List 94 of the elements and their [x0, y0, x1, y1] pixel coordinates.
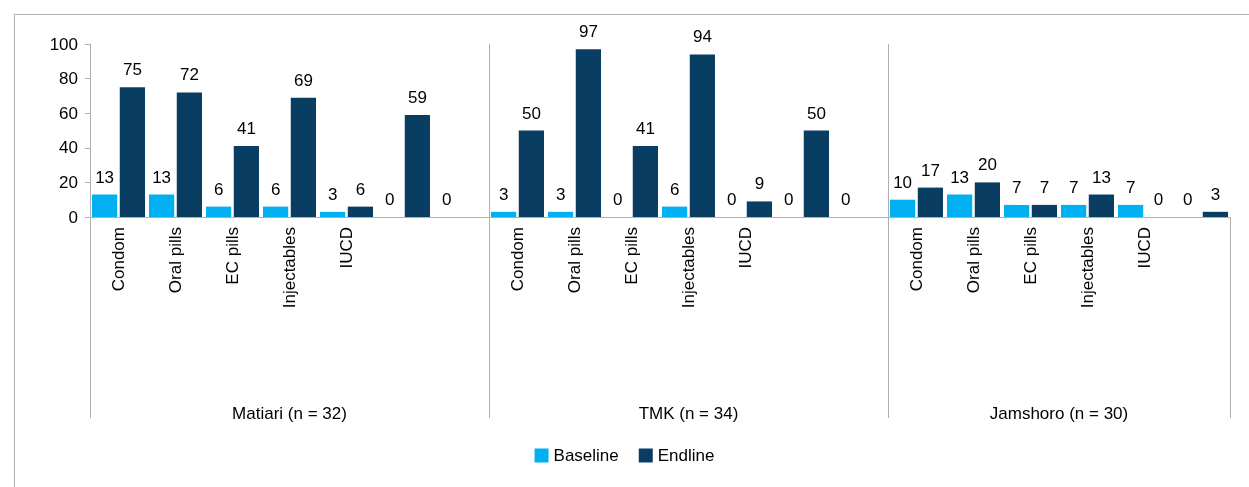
legend-label: Baseline [553, 446, 619, 465]
data-label: 41 [236, 119, 256, 139]
x-tick-label: Oral pills [166, 227, 185, 294]
data-label: 69 [293, 70, 313, 90]
data-label: 0 [783, 190, 794, 209]
data-label: 75 [122, 60, 142, 80]
x-tick-label: IUCD [337, 227, 356, 269]
data-label: 6 [270, 179, 281, 199]
data-label: 7 [1125, 177, 1136, 197]
bar [290, 97, 317, 217]
data-label: 50 [806, 103, 826, 123]
data-label: 0 [726, 190, 737, 209]
x-tick-label: EC pills [622, 227, 641, 285]
data-label: 97 [578, 22, 598, 42]
x-tick-label: EC pills [223, 227, 242, 285]
bar [1060, 204, 1087, 217]
data-label: 13 [152, 167, 172, 187]
bar [1117, 204, 1144, 217]
data-label: 3 [1210, 184, 1221, 204]
x-axis-title: TMK (n = 34) [638, 404, 739, 423]
y-tick-label: 80 [59, 69, 78, 89]
data-label: 0 [1182, 190, 1193, 209]
bar [347, 206, 374, 217]
x-tick-label: IUCD [1135, 227, 1154, 269]
data-label: 41 [635, 119, 655, 139]
data-label: 17 [920, 160, 940, 180]
data-label: 6 [669, 179, 680, 199]
x-axis-title: Matiari (n = 32) [232, 404, 347, 423]
bar [548, 211, 574, 217]
x-tick-label: Condom [109, 227, 128, 292]
x-tick-label: Condom [907, 227, 926, 292]
x-tick-label: Oral pills [964, 227, 983, 294]
data-label: 0 [441, 190, 452, 209]
bar [518, 130, 545, 217]
bar [974, 182, 1001, 217]
bar [404, 114, 431, 217]
bar [206, 206, 232, 217]
legend-label: Endline [657, 446, 715, 465]
y-tick-label: 20 [59, 172, 78, 192]
bar [491, 211, 517, 217]
bar [233, 146, 260, 217]
bar [320, 211, 346, 217]
bar [746, 201, 773, 217]
bar [662, 206, 688, 217]
bar [149, 194, 175, 217]
bar [947, 194, 973, 217]
data-label: 13 [950, 167, 970, 187]
bar [176, 92, 203, 217]
data-label: 6 [213, 179, 224, 199]
x-tick-label: Injectables [1078, 227, 1097, 309]
data-label: 59 [407, 87, 427, 107]
data-label: 7 [1039, 177, 1050, 197]
data-label: 0 [612, 190, 623, 209]
data-label: 13 [95, 167, 115, 187]
data-label: 20 [977, 155, 997, 175]
data-label: 3 [327, 184, 338, 204]
data-label: 3 [498, 184, 509, 204]
bar [119, 87, 146, 217]
data-label: 0 [840, 190, 851, 209]
data-label: 7 [1068, 177, 1079, 197]
data-label: 50 [521, 103, 541, 123]
bar [92, 194, 118, 217]
data-label: 72 [179, 65, 199, 85]
x-tick-label: Injectables [679, 227, 698, 309]
bar [1031, 204, 1058, 217]
data-label: 13 [1091, 167, 1111, 187]
bar [1004, 204, 1030, 217]
data-label: 7 [1011, 177, 1022, 197]
x-tick-label: IUCD [736, 227, 755, 269]
bar [890, 199, 916, 217]
data-label: 94 [692, 27, 712, 47]
data-label: 6 [355, 179, 366, 199]
data-label: 10 [893, 172, 913, 192]
x-tick-label: EC pills [1021, 227, 1040, 285]
bar [263, 206, 289, 217]
bar [1088, 194, 1115, 217]
bar [803, 130, 830, 217]
y-tick-label: 0 [68, 207, 78, 227]
bar [575, 49, 602, 217]
bar [917, 187, 944, 217]
data-label: 3 [555, 184, 566, 204]
y-tick-label: 40 [59, 138, 78, 158]
data-label: 9 [754, 174, 765, 194]
y-tick-label: 100 [49, 34, 78, 54]
x-axis-title: Jamshoro (n = 30) [989, 404, 1129, 423]
data-label: 0 [384, 190, 395, 209]
x-tick-label: Injectables [280, 227, 299, 309]
bar [1202, 211, 1229, 217]
bar [689, 54, 716, 217]
x-tick-label: Oral pills [565, 227, 584, 294]
y-tick-label: 60 [59, 103, 78, 123]
data-label: 0 [1153, 190, 1164, 209]
bar [632, 146, 659, 217]
x-tick-label: Condom [508, 227, 527, 292]
